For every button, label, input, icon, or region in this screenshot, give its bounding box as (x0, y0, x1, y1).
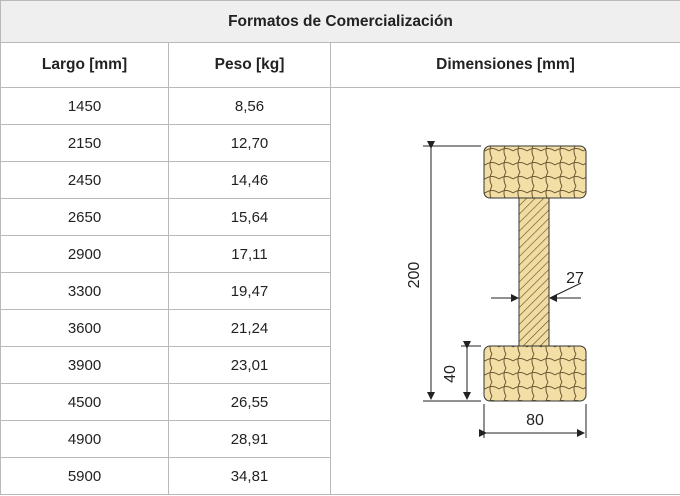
diagram-cell: 200 40 27 80 (331, 88, 680, 495)
width-label: 80 (526, 412, 544, 429)
length-cell: 2450 (1, 162, 169, 199)
table-title: Formatos de Comercialización (1, 1, 680, 43)
table: Formatos de Comercialización Largo [mm] … (0, 0, 680, 495)
length-cell: 3900 (1, 347, 169, 384)
length-cell: 4900 (1, 421, 169, 458)
weight-cell: 8,56 (169, 88, 331, 125)
length-cell: 5900 (1, 458, 169, 495)
flange-label: 40 (442, 365, 459, 383)
page: {"table": {"title": "Formatos de Comerci… (0, 0, 680, 496)
weight-cell: 15,64 (169, 199, 331, 236)
length-cell: 2150 (1, 125, 169, 162)
weight-cell: 12,70 (169, 125, 331, 162)
length-cell: 2650 (1, 199, 169, 236)
length-cell: 1450 (1, 88, 169, 125)
length-cell: 3600 (1, 310, 169, 347)
weight-cell: 19,47 (169, 273, 331, 310)
weight-cell: 26,55 (169, 384, 331, 421)
weight-cell: 21,24 (169, 310, 331, 347)
height-label: 200 (406, 262, 423, 289)
weight-cell: 14,46 (169, 162, 331, 199)
length-cell: 2900 (1, 236, 169, 273)
web-label: 27 (566, 270, 584, 287)
weight-cell: 17,11 (169, 236, 331, 273)
column-header: Largo [mm] (1, 43, 169, 88)
weight-cell: 23,01 (169, 347, 331, 384)
beam-diagram: 200 40 27 80 (331, 88, 679, 488)
column-header: Peso [kg] (169, 43, 331, 88)
weight-cell: 28,91 (169, 421, 331, 458)
length-cell: 4500 (1, 384, 169, 421)
column-header: Dimensiones [mm] (331, 43, 680, 88)
weight-cell: 34,81 (169, 458, 331, 495)
length-cell: 3300 (1, 273, 169, 310)
